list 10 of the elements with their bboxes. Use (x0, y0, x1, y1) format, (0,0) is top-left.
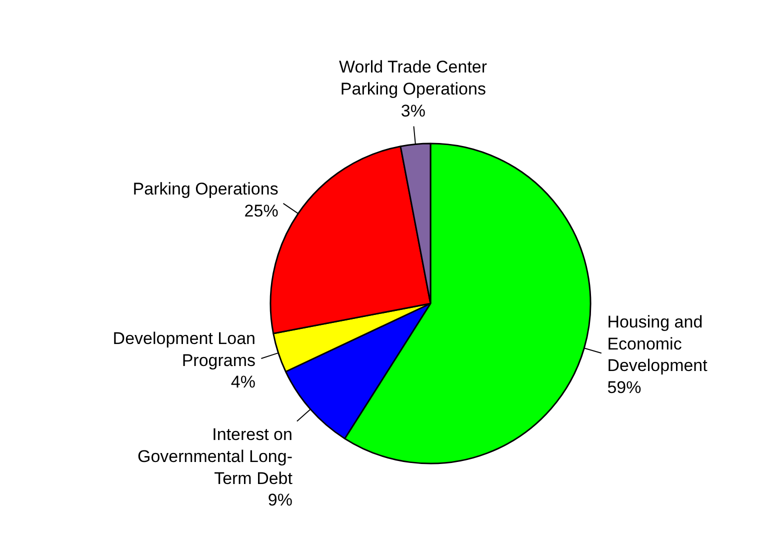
data-label: 3% (400, 101, 426, 120)
slice-label: Development Loan Programs (112, 329, 256, 370)
slice-label: Housing and Economic Development (607, 312, 708, 376)
slice-label: World Trade Center Parking Operations (339, 58, 488, 98)
slice-label: Interest on Governmental Long-Term Debt (138, 425, 293, 488)
data-label: 25% (244, 202, 278, 220)
slice-label: Parking Operations (132, 180, 278, 199)
data-label: 4% (230, 372, 256, 392)
data-label: 59% (607, 378, 642, 398)
data-label: 9% (268, 490, 292, 510)
